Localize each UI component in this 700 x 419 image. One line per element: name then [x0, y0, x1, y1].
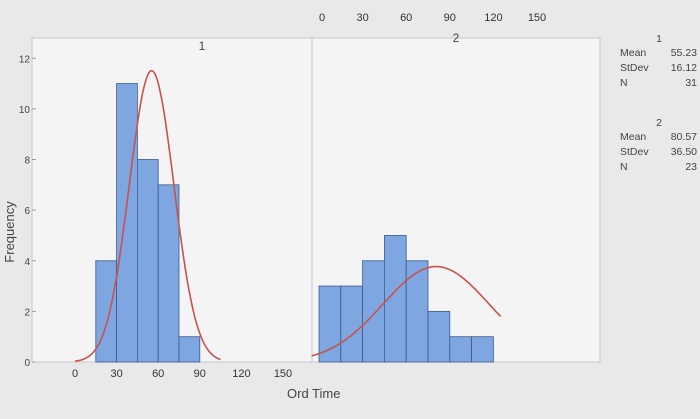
- stat-value: 16.12: [671, 62, 697, 74]
- x-tick-label: 30: [110, 368, 122, 380]
- histogram-bar: [340, 285, 363, 363]
- x-tick-label: 60: [152, 368, 164, 380]
- histogram-bar: [318, 285, 342, 363]
- histogram-bar: [95, 260, 118, 363]
- stat-name: StDev: [620, 62, 649, 74]
- x-tick-label: 90: [194, 368, 206, 380]
- x-tick-label: 150: [528, 12, 546, 24]
- stat-value: 55.23: [671, 47, 697, 59]
- x-tick-label: 0: [72, 368, 78, 380]
- x-tick-label: 120: [232, 368, 250, 380]
- y-tick-label: 12: [19, 54, 31, 65]
- y-axis-title: Frequency: [2, 201, 17, 263]
- histogram-bar: [116, 83, 138, 363]
- panel-label: 1: [199, 39, 206, 53]
- histogram-bar: [136, 159, 159, 363]
- stat-value: 80.57: [671, 131, 697, 143]
- y-tick-label: 2: [24, 307, 30, 318]
- histogram-bar: [427, 310, 451, 363]
- stats-legend: 1 Mean 55.23 StDev 16.12 N 31 2 Mean 80.57 StDev 36…: [620, 33, 697, 173]
- stat-name: Mean: [620, 47, 646, 59]
- histogram-bar: [362, 260, 385, 363]
- x-tick-label: 0: [319, 12, 325, 24]
- histogram-bar: [157, 184, 180, 363]
- stat-name: Mean: [620, 131, 646, 143]
- y-tick-label: 4: [24, 257, 30, 268]
- stat-name: N: [620, 161, 628, 173]
- histogram-bar: [178, 336, 201, 363]
- stat-value: 23: [685, 161, 697, 173]
- x-tick-label: 90: [444, 12, 456, 24]
- stats-group: 2 Mean 80.57 StDev 36.50 N 23: [620, 117, 697, 173]
- y-tick-label: 0: [24, 358, 30, 369]
- stat-value: 31: [685, 77, 697, 89]
- stat-value: 36.50: [671, 146, 697, 158]
- histogram-bar: [405, 260, 429, 363]
- y-tick-label: 6: [24, 206, 30, 217]
- x-tick-label: 30: [356, 12, 368, 24]
- x-axis-title: Ord Time: [287, 386, 340, 401]
- x-tick-label: 60: [400, 12, 412, 24]
- histogram-bar: [449, 336, 472, 363]
- stats-group-label: 2: [656, 117, 662, 129]
- stats-group: 1 Mean 55.23 StDev 16.12 N 31: [620, 33, 697, 89]
- x-tick-label: 120: [484, 12, 502, 24]
- normal-fit-curve: [74, 69, 221, 362]
- stat-name: N: [620, 77, 628, 89]
- stat-name: StDev: [620, 146, 649, 158]
- y-tick-label: 10: [19, 105, 31, 116]
- stats-group-label: 1: [656, 33, 662, 45]
- y-tick-label: 8: [24, 156, 30, 167]
- normal-fit-curve: [311, 265, 502, 357]
- x-tick-label: 150: [274, 368, 292, 380]
- panel-label: 2: [453, 31, 460, 45]
- histogram-bar: [471, 336, 494, 363]
